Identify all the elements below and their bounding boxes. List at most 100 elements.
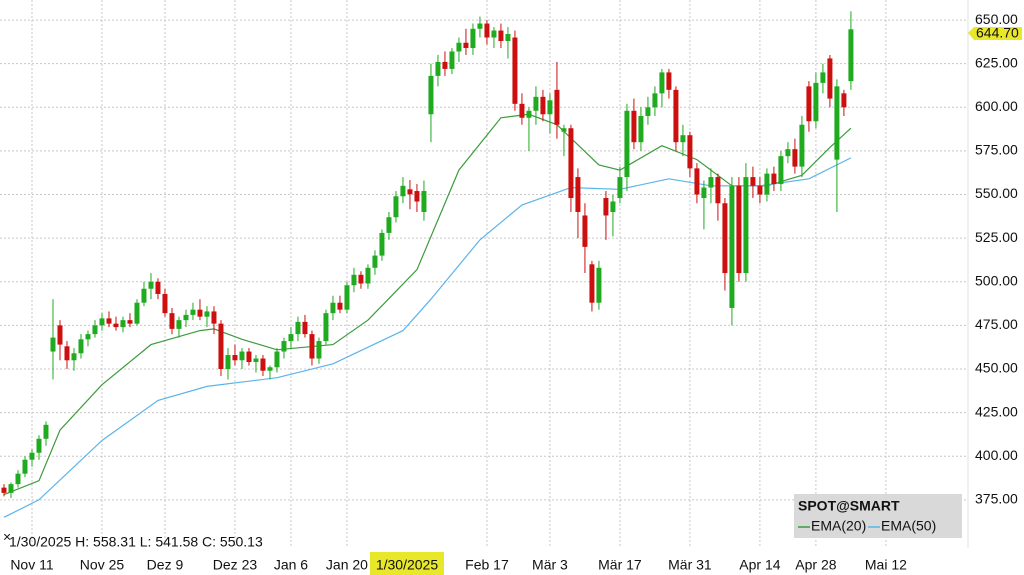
- candle-body: [176, 320, 182, 329]
- legend-label: EMA(20): [811, 518, 866, 534]
- candle-body: [225, 355, 231, 369]
- y-tick-label: 475.00: [975, 316, 1018, 332]
- candle-body: [78, 339, 84, 354]
- candle-body: [547, 100, 553, 115]
- candle-body: [379, 232, 385, 256]
- candle-body: [204, 311, 210, 317]
- candle-body: [330, 302, 336, 314]
- candle-body: [169, 313, 175, 329]
- candle-body: [57, 325, 63, 345]
- candle-body: [351, 274, 357, 286]
- candle-body: [29, 452, 35, 460]
- candle-body: [617, 177, 623, 199]
- candle-body: [813, 82, 819, 122]
- candle-body: [36, 438, 42, 453]
- candle-body: [414, 191, 420, 202]
- candle-body: [736, 185, 742, 274]
- candle-body: [505, 34, 511, 41]
- candle-body: [624, 110, 630, 178]
- x-tick-label: Nov 11: [10, 557, 54, 573]
- candle-body: [533, 96, 539, 111]
- x-tick-label: Jan 20: [326, 557, 368, 573]
- candle-body: [470, 28, 476, 48]
- candle-body: [771, 173, 777, 185]
- candle-body: [442, 61, 448, 69]
- legend-label: EMA(50): [881, 518, 936, 534]
- x-tick-label: Mär 31: [668, 557, 712, 573]
- candle-body: [526, 110, 532, 118]
- candle-body: [491, 30, 497, 38]
- candle-body: [582, 215, 588, 247]
- x-tick-label: Jan 6: [274, 557, 308, 573]
- candle-body: [827, 58, 833, 99]
- candle-body: [211, 311, 217, 324]
- candle-body: [127, 320, 133, 324]
- candle-body: [666, 72, 672, 90]
- x-tick-label: Dez 9: [147, 557, 184, 573]
- candle-body: [596, 267, 602, 303]
- candle-body: [589, 264, 595, 303]
- candle-body: [316, 341, 322, 359]
- candle-body: [71, 353, 77, 361]
- x-tick-label: Mär 3: [532, 557, 568, 573]
- candle-body: [393, 196, 399, 218]
- candle-body: [512, 37, 518, 104]
- last-price-label: 644.70: [976, 25, 1019, 41]
- candle-body: [407, 189, 413, 195]
- candle-body: [659, 72, 665, 94]
- candle-body: [841, 93, 847, 108]
- candle-body: [421, 191, 427, 212]
- y-tick-label: 625.00: [975, 54, 1018, 70]
- candle-body: [302, 321, 308, 335]
- candle-body: [155, 281, 161, 294]
- x-tick-label: Apr 14: [739, 557, 780, 573]
- candle-body: [456, 42, 462, 52]
- candle-body: [652, 93, 658, 108]
- candle-body: [8, 484, 14, 493]
- candle-body: [568, 128, 574, 199]
- candle-body: [309, 334, 315, 359]
- x-tick-label: Dez 23: [213, 557, 258, 573]
- x-tick-label: Nov 25: [80, 557, 125, 573]
- candle-body: [750, 177, 756, 186]
- candle-body: [498, 30, 504, 41]
- candles: [1, 11, 854, 499]
- candle-body: [162, 293, 168, 314]
- candle-body: [477, 23, 483, 29]
- candle-body: [435, 61, 441, 76]
- candle-body: [295, 321, 301, 335]
- candle-body: [141, 288, 147, 303]
- candle-body: [197, 309, 203, 317]
- x-tick-label: Mär 17: [598, 557, 642, 573]
- grid: [0, 0, 968, 548]
- candle-body: [344, 285, 350, 310]
- candle-body: [764, 173, 770, 195]
- candle-body: [694, 168, 700, 195]
- candle-body: [64, 346, 70, 361]
- candle-body: [428, 75, 434, 115]
- candle-body: [820, 72, 826, 83]
- candle-body: [834, 86, 840, 160]
- y-tick-label: 600.00: [975, 98, 1018, 114]
- candle-body: [575, 177, 581, 212]
- candle-body: [449, 51, 455, 69]
- candle-body: [778, 156, 784, 185]
- candle-body: [386, 217, 392, 233]
- candle-body: [799, 124, 805, 167]
- y-tick-label: 425.00: [975, 403, 1018, 419]
- candle-body: [372, 255, 378, 268]
- candle-body: [85, 334, 91, 340]
- y-tick-label: 450.00: [975, 360, 1018, 376]
- candle-body: [603, 198, 609, 216]
- axis-labels: 375.00 400.00 425.00 450.00 475.00 500.00 525.…: [10, 11, 1018, 573]
- candle-body: [274, 351, 280, 368]
- candle-body: [365, 267, 371, 284]
- candle-body: [687, 135, 693, 169]
- candle-body: [218, 323, 224, 369]
- candle-body: [232, 355, 238, 361]
- candle-body: [792, 149, 798, 167]
- candle-body: [267, 367, 273, 371]
- candle-body: [120, 320, 126, 328]
- candle-body: [337, 302, 343, 310]
